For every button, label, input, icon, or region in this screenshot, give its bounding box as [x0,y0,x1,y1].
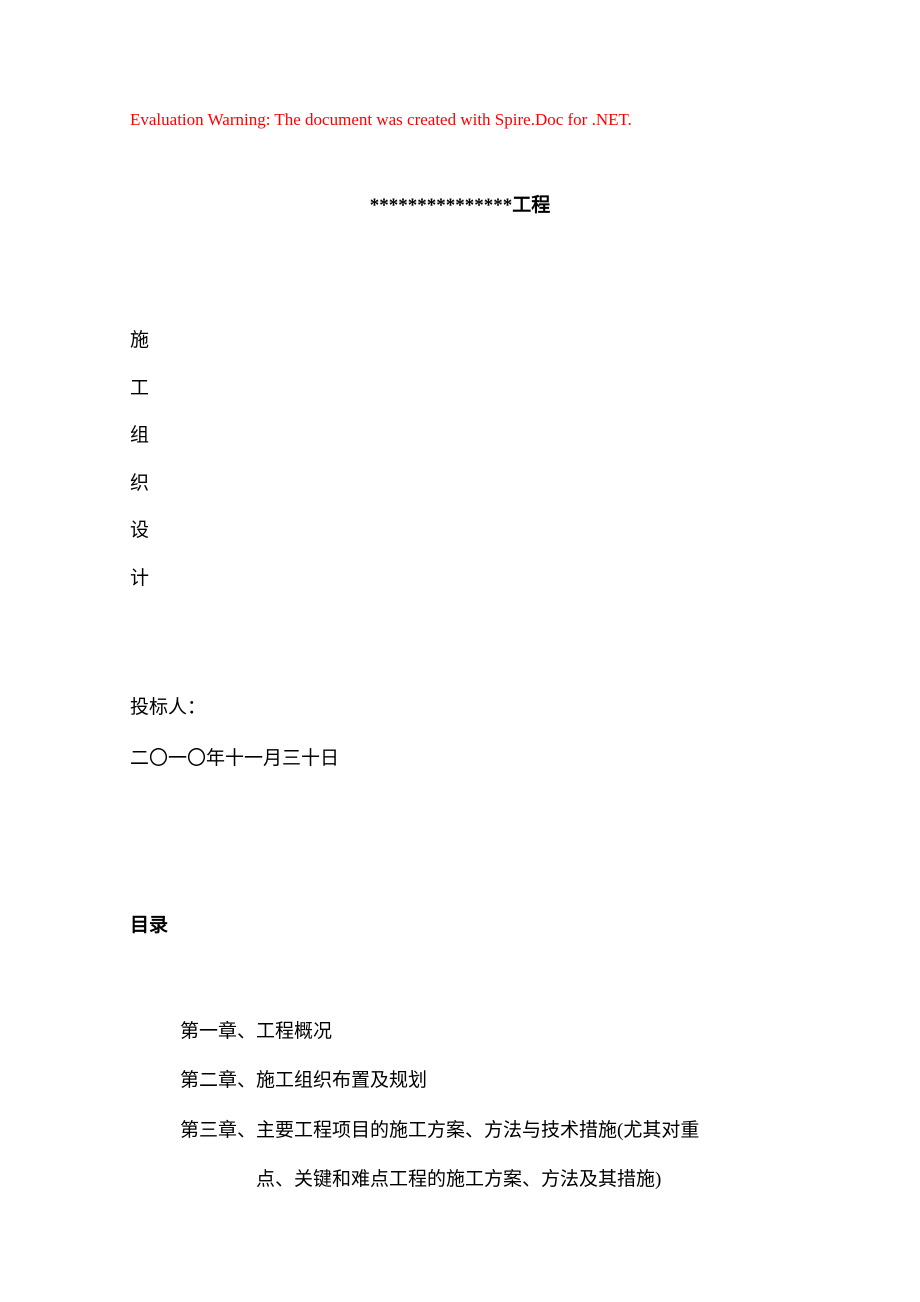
evaluation-warning: Evaluation Warning: The document was cre… [130,110,790,130]
vertical-char: 施 [130,317,790,365]
bidder-label: 投标人： [130,692,790,719]
toc-item: 第三章、主要工程项目的施工方案、方法与技术措施(尤其对重 [180,1106,790,1155]
document-date: 二〇一〇年十一月三十日 [130,743,790,770]
vertical-char: 计 [130,555,790,603]
vertical-title: 施 工 组 织 设 计 [130,317,790,602]
toc-item: 第二章、施工组织布置及规划 [180,1056,790,1105]
document-page: Evaluation Warning: The document was cre… [0,0,920,1245]
toc-item-continuation: 点、关键和难点工程的施工方案、方法及其措施) [180,1155,790,1204]
vertical-char: 工 [130,365,790,413]
vertical-char: 设 [130,507,790,555]
toc-item: 第一章、工程概况 [180,1007,790,1056]
project-title: ***************工程 [130,190,790,217]
toc-header: 目录 [130,910,790,937]
toc-list: 第一章、工程概况 第二章、施工组织布置及规划 第三章、主要工程项目的施工方案、方… [130,1007,790,1205]
vertical-char: 组 [130,412,790,460]
vertical-char: 织 [130,460,790,508]
